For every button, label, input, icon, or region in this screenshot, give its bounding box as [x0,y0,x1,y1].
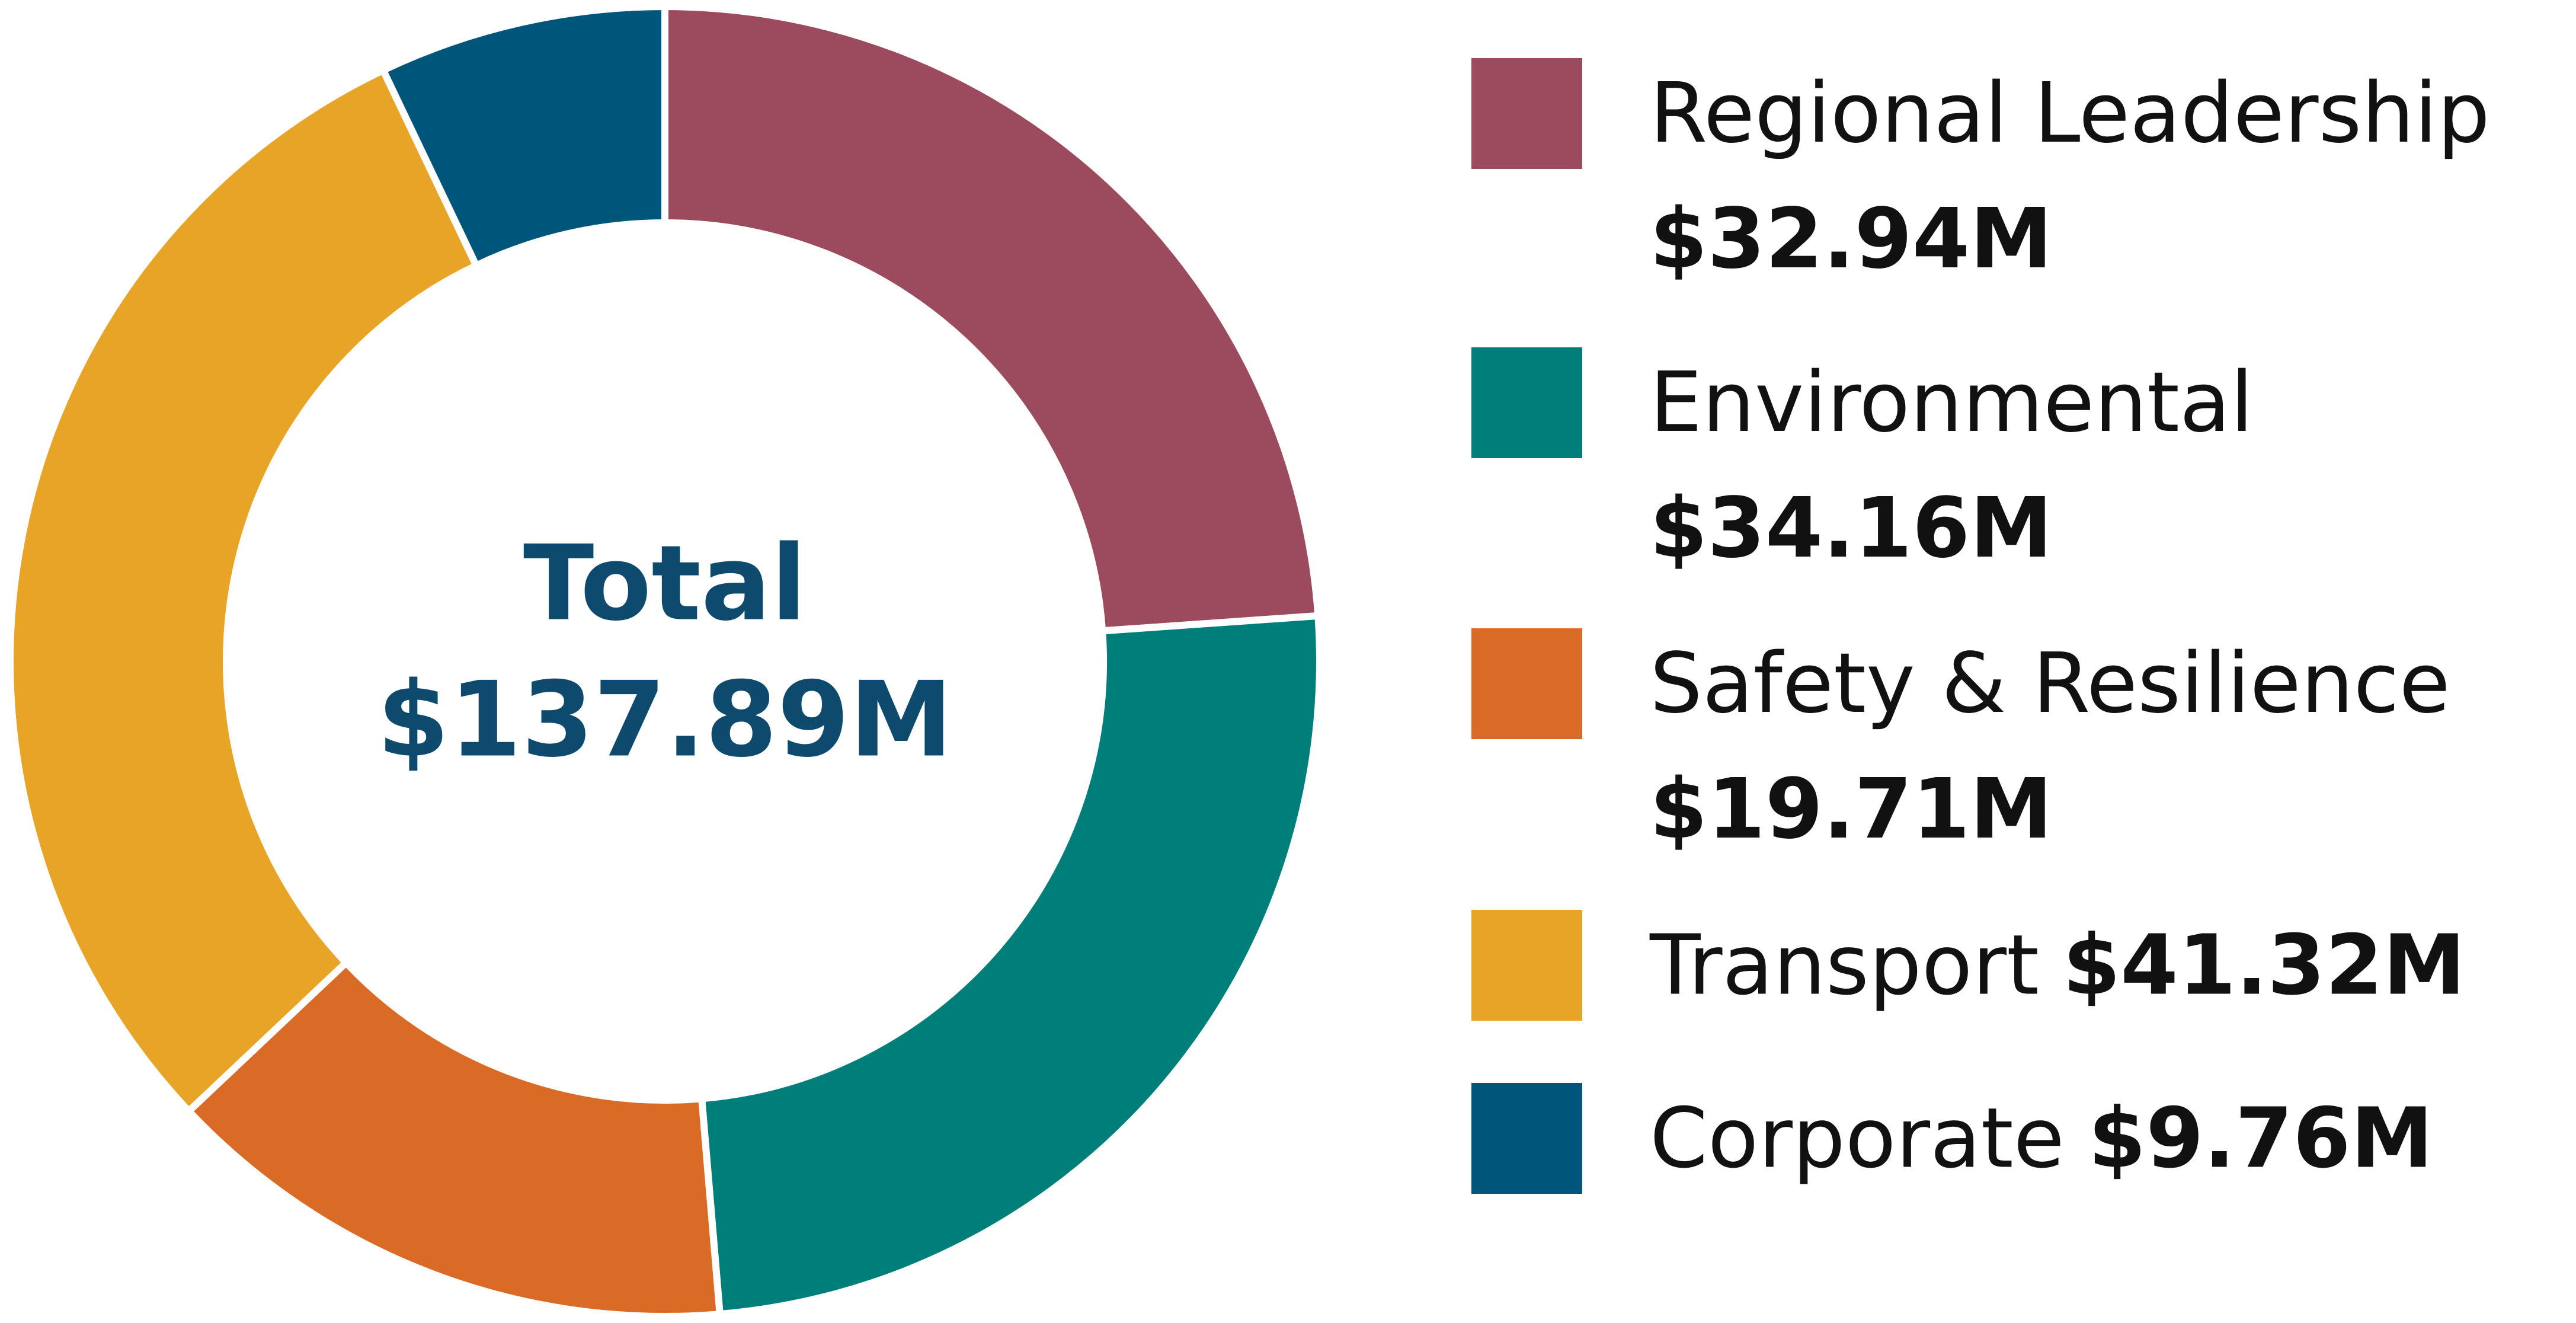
legend-swatch [1471,1083,1582,1194]
slice [661,2,1322,635]
legend-value: $19.71M [1650,761,2053,858]
legend-value: $9.76M [2088,1090,2433,1187]
legend-label: Transport [1649,917,2039,1014]
legend-entry: Corporate $9.76M [1650,1090,2433,1187]
legend-entry: Transport $41.32M [1649,917,2466,1014]
center-title: Total [523,524,807,644]
legend: Regional Leadership $32.94M Environmental $… [1471,58,2490,1194]
slice [184,957,724,1320]
legend-label: Corporate [1650,1090,2065,1187]
legend-value: $34.16M [1650,480,2053,577]
center-total: $137.89M [377,660,952,781]
legend-swatch [1471,628,1582,739]
legend-label: Regional Leadership [1650,65,2490,162]
legend-swatch [1471,58,1582,169]
donut [7,2,1323,1320]
slice [697,612,1323,1318]
legend-swatch [1471,347,1582,458]
slice [378,2,668,270]
legend-value: $32.94M [1650,191,2053,287]
legend-value: $41.32M [2063,917,2466,1014]
legend-label: Safety & Resilience [1650,635,2450,732]
legend-label: Environmental [1650,354,2254,451]
slice [7,65,481,1117]
legend-swatch [1471,910,1582,1021]
